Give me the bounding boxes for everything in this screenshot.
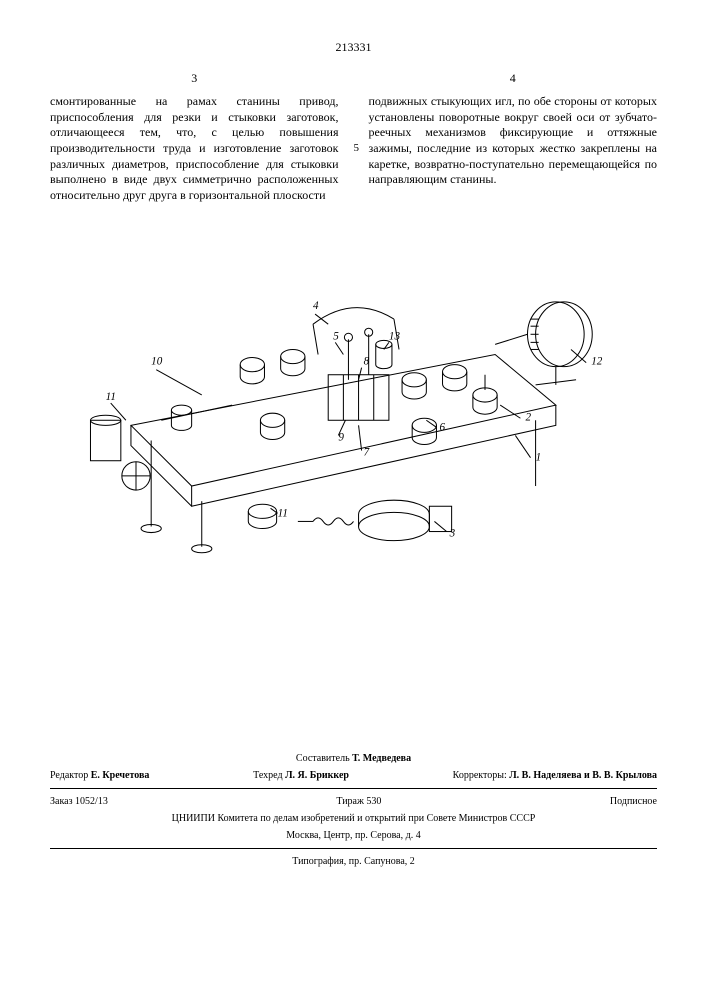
figure-label-8: 8	[364, 356, 370, 368]
left-col-text: смонтированные на рамах станины привод, …	[50, 94, 339, 203]
figure-label-2: 2	[525, 412, 531, 424]
podpisnoe: Подписное	[610, 795, 657, 808]
figure-label-11: 11	[106, 391, 116, 403]
figure-label-1: 1	[536, 452, 542, 464]
tirazh: Тираж 530	[336, 795, 381, 808]
line-marker-5: 5	[354, 141, 360, 155]
figure-label-11: 11	[278, 508, 288, 520]
compiler-label: Составитель	[296, 753, 350, 764]
techred-label: Техред	[253, 770, 282, 781]
figure-label-3: 3	[449, 528, 456, 540]
right-col-number: 4	[369, 71, 658, 87]
machine-diagram: 1234567891011111213	[50, 223, 657, 567]
footer-typography: Типография, пр. Сапунова, 2	[50, 855, 657, 868]
right-column: 4 подвижных стыкующих игл, по обе сторон…	[369, 71, 658, 204]
figure-label-6: 6	[439, 422, 445, 434]
compiler-name: Т. Медведева	[352, 753, 411, 764]
footer-address: Москва, Центр, пр. Серова, д. 4	[50, 829, 657, 842]
footer: Составитель Т. Медведева Редактор Е. Кре…	[50, 752, 657, 868]
text-columns: 3 смонтированные на рамах станины привод…	[50, 71, 657, 204]
left-column: 3 смонтированные на рамах станины привод…	[50, 71, 339, 204]
right-col-text: подвижных стыкующих игл, по обе стороны …	[369, 94, 658, 188]
figure-label-12: 12	[591, 356, 603, 368]
left-col-number: 3	[50, 71, 339, 87]
correctors-label: Корректоры:	[453, 770, 507, 781]
figure-label-7: 7	[364, 447, 370, 459]
techred-name: Л. Я. Бриккер	[285, 770, 349, 781]
correctors-names: Л. В. Наделяева и В. В. Крылова	[509, 770, 657, 781]
figure-label-4: 4	[313, 300, 319, 312]
figure-label-13: 13	[389, 331, 401, 343]
order-number: Заказ 1052/13	[50, 795, 108, 808]
figure-label-5: 5	[333, 331, 339, 343]
technical-figure: 1234567891011111213	[50, 223, 657, 572]
editor-label: Редактор	[50, 770, 88, 781]
figure-label-9: 9	[338, 432, 344, 444]
footer-org: ЦНИИПИ Комитета по делам изобретений и о…	[50, 812, 657, 825]
document-number: 213331	[50, 40, 657, 56]
figure-label-10: 10	[151, 356, 163, 368]
editor-name: Е. Кречетова	[91, 770, 150, 781]
